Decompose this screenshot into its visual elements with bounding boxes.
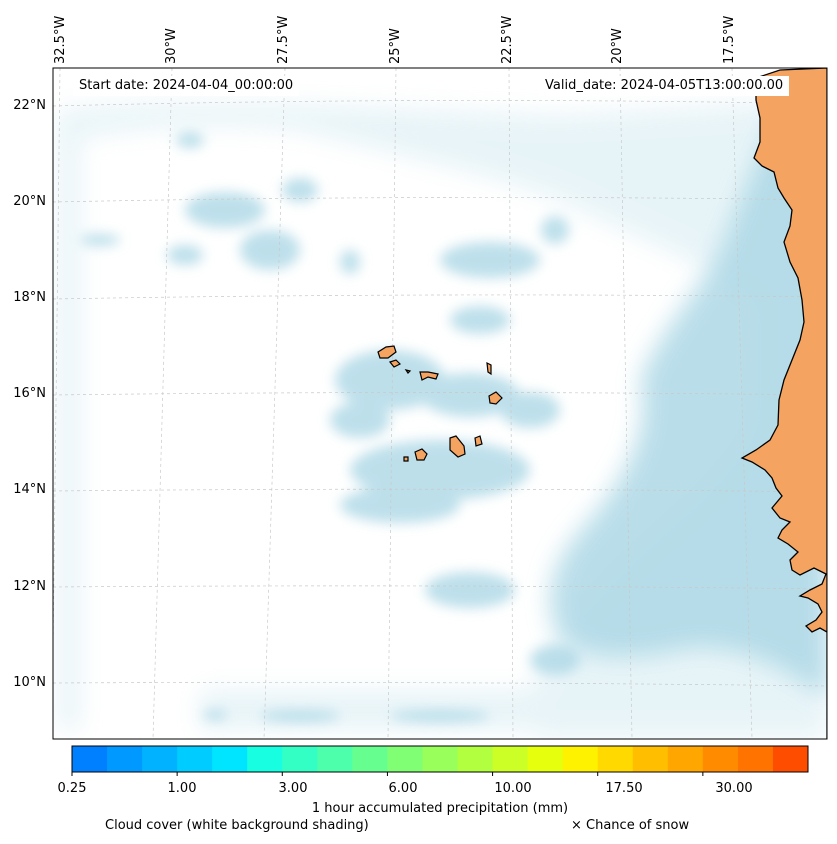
colorbar-segment <box>597 746 634 772</box>
island-santiago <box>449 435 466 458</box>
lon-label: 22.5°W <box>500 15 515 64</box>
island-santo-antao <box>377 345 397 359</box>
colorbar-segment <box>492 746 529 772</box>
colorbar-frame <box>71 745 809 773</box>
cloud-cover-note: Cloud cover (white background shading) <box>105 818 369 833</box>
lon-label: 17.5°W <box>722 15 737 64</box>
lon-label: 20°W <box>610 28 625 64</box>
colorbar-tick-label: 0.25 <box>57 781 87 796</box>
colorbar-segment <box>142 746 178 772</box>
lat-label: 20°N <box>13 194 46 209</box>
lat-label: 16°N <box>13 386 46 401</box>
colorbar-tick-label: 10.00 <box>494 781 532 796</box>
colorbar-segment <box>212 746 248 772</box>
lat-label: 18°N <box>13 290 46 305</box>
colorbar-segment <box>772 746 809 772</box>
colorbar-segment <box>177 746 213 772</box>
start-date-label: Start date: 2024-04-04_00:00:00 <box>73 76 300 96</box>
island-sal <box>486 361 492 376</box>
lat-label: 10°N <box>13 675 46 690</box>
colorbar-segment <box>737 746 774 772</box>
lon-label: 27.5°W <box>276 15 291 64</box>
colorbar-segment <box>352 746 388 772</box>
colorbar-segment <box>422 746 459 772</box>
colorbar-segment <box>72 746 108 772</box>
lat-label: 22°N <box>13 98 46 113</box>
map-frame <box>52 67 828 740</box>
colorbar-tick-label: 3.00 <box>278 781 308 796</box>
lat-label: 12°N <box>13 579 46 594</box>
colorbar-tick-label: 17.50 <box>605 781 643 796</box>
cape-verde-islands <box>377 345 503 462</box>
africa-land <box>740 68 827 739</box>
lon-label: 30°W <box>164 28 179 64</box>
colorbar-segment <box>457 746 494 772</box>
lon-label: 25°W <box>388 28 403 64</box>
cloud-patches <box>80 132 580 722</box>
colorbar-tick-label: 30.00 <box>715 781 753 796</box>
island-boa-vista <box>488 391 503 405</box>
island-sao-vicente <box>388 359 402 368</box>
colorbar-segment <box>562 746 599 772</box>
island-fogo <box>414 448 428 461</box>
cloud-main-layer <box>550 110 827 700</box>
valid-date-label: Valid_date: 2024-04-05T13:00:00.00 <box>539 76 790 96</box>
island-santa-luzia <box>404 369 412 374</box>
colorbar-segment <box>527 746 564 772</box>
colorbar-tick-label: 1.00 <box>167 781 197 796</box>
colorbar-segment <box>702 746 739 772</box>
colorbar-segment <box>247 746 283 772</box>
island-sao-nicolau <box>419 371 439 381</box>
lon-label: 32.5°W <box>53 15 68 64</box>
island-maio <box>474 435 483 447</box>
colorbar-tick-label: 6.00 <box>388 781 418 796</box>
colorbar-title: 1 hour accumulated precipitation (mm) <box>311 801 569 816</box>
colorbar-segment <box>107 746 143 772</box>
lat-label: 14°N <box>13 482 46 497</box>
colorbar-segment <box>387 746 423 772</box>
island-brava <box>403 456 409 462</box>
colorbar-segment <box>282 746 318 772</box>
snow-chance-note: × Chance of snow <box>571 818 690 833</box>
colorbar-segment <box>632 746 669 772</box>
colorbar <box>71 745 809 776</box>
colorbar-segment <box>317 746 353 772</box>
colorbar-segment <box>667 746 704 772</box>
